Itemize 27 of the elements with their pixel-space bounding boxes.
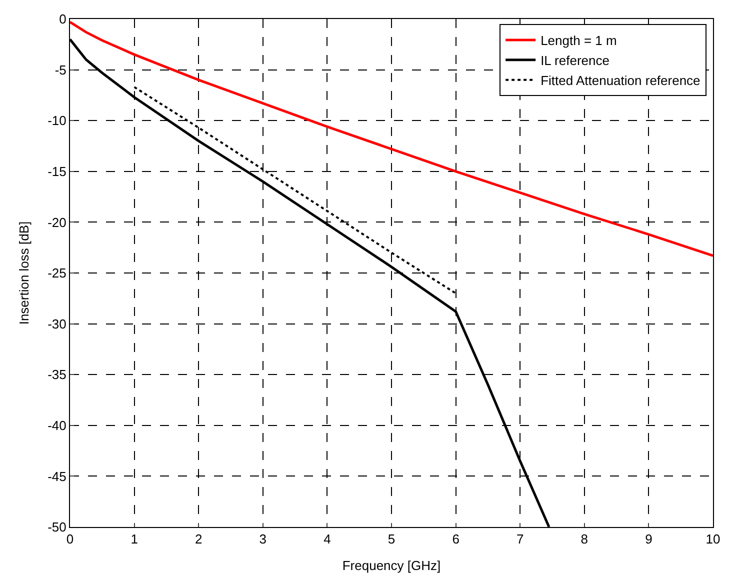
- x-axis-title: Frequency [GHz]: [342, 558, 441, 574]
- x-tick-label: 5: [388, 532, 396, 547]
- x-tick-label: 7: [516, 532, 524, 547]
- x-tick-label: 2: [194, 532, 202, 547]
- y-axis-title: Insertion loss [dB]: [16, 221, 32, 325]
- x-tick-label: 6: [452, 532, 460, 547]
- y-tick-label: -45: [48, 468, 66, 484]
- y-tick-label: -15: [48, 164, 66, 179]
- y-tick-label: 0: [59, 12, 66, 27]
- y-tick-label: -5: [54, 62, 66, 78]
- x-tick-label: 8: [580, 532, 588, 547]
- y-tick-label: -35: [48, 367, 66, 382]
- x-tick-label: 9: [645, 532, 652, 547]
- legend-label: Length = 1 m: [540, 33, 617, 48]
- legend-label: Fitted Attenuation reference: [540, 72, 700, 88]
- y-tick-label: -30: [48, 316, 66, 332]
- y-tick-label: -50: [48, 520, 66, 535]
- y-tick-label: -25: [48, 266, 66, 281]
- legend-label: IL reference: [540, 53, 610, 68]
- y-tick-label: -10: [48, 113, 66, 128]
- x-tick-label: 3: [259, 532, 267, 547]
- x-tick-label: 10: [706, 532, 720, 547]
- y-tick-label: -40: [48, 418, 66, 433]
- x-tick-label: 4: [324, 532, 331, 547]
- x-tick-label: 1: [130, 532, 138, 547]
- y-tick-label: -20: [48, 214, 66, 230]
- line-series: [70, 20, 713, 257]
